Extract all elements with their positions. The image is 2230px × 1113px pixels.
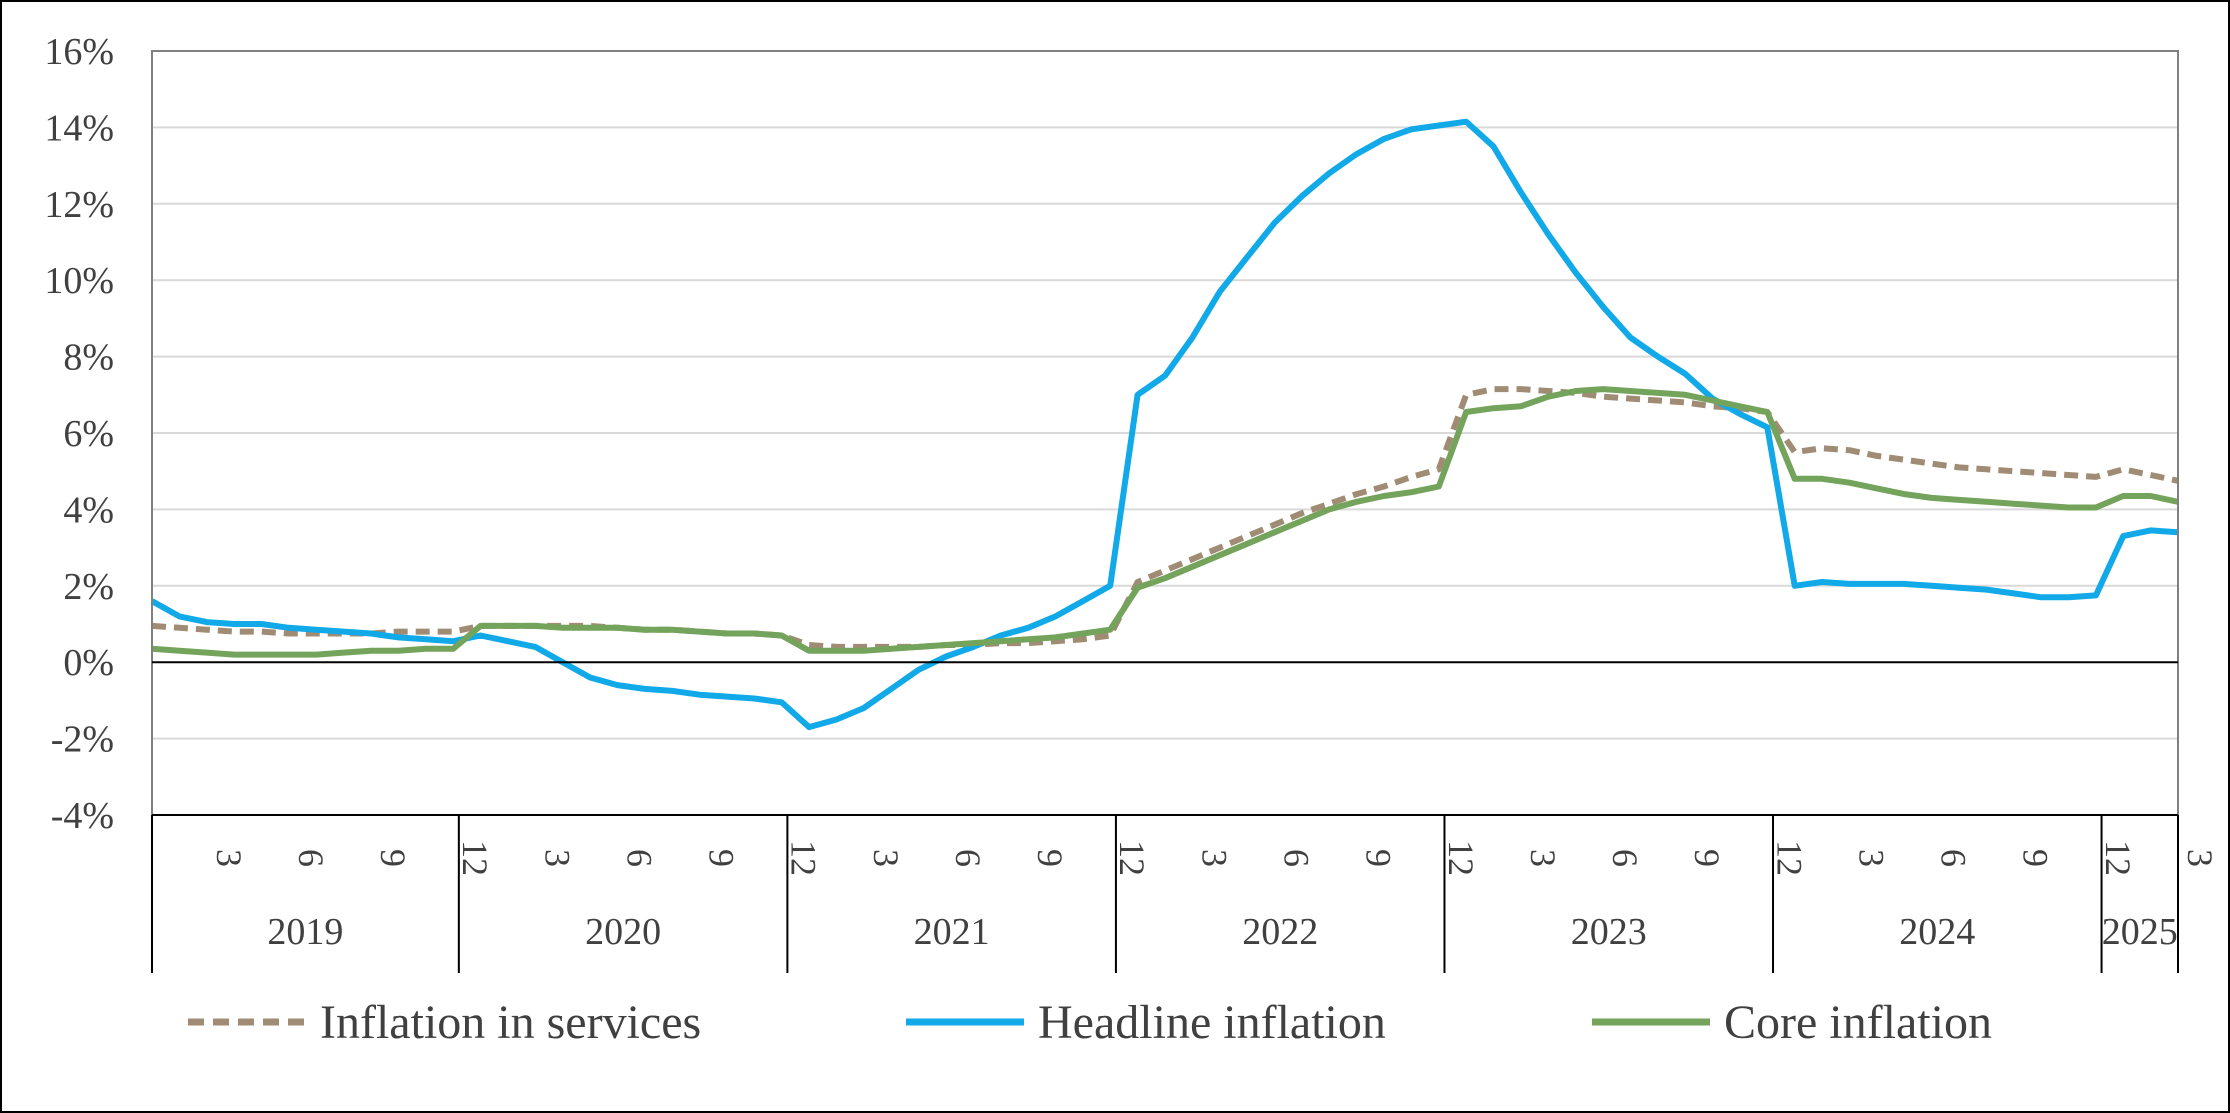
month-tick-label: 12 — [1112, 840, 1152, 876]
series-lines — [150, 118, 2179, 731]
month-tick-label: 12 — [1441, 840, 1481, 876]
month-tick-label: 3 — [537, 849, 577, 867]
month-tick-label: 3 — [2180, 849, 2220, 867]
y-tick-label: 16% — [44, 31, 114, 73]
y-tick-label: 14% — [44, 107, 114, 149]
month-tick-label: 9 — [1030, 849, 1070, 867]
month-tick-label: 9 — [373, 849, 413, 867]
month-tick-label: 12 — [784, 840, 824, 876]
month-tick-label: 6 — [1277, 849, 1317, 867]
month-tick-label: 6 — [948, 849, 988, 867]
y-tick-label: 8% — [63, 337, 114, 379]
month-tick-label: 6 — [1605, 849, 1645, 867]
month-tick-label: 3 — [1523, 849, 1563, 867]
year-label: 2020 — [585, 911, 661, 953]
month-tick-label: 6 — [291, 849, 331, 867]
y-tick-label: -2% — [51, 719, 114, 761]
y-tick-label: 10% — [44, 260, 114, 302]
y-tick-label: 4% — [63, 489, 114, 531]
y-tick-label: -4% — [51, 795, 114, 837]
y-tick-label: 12% — [44, 184, 114, 226]
month-tick-label: 12 — [455, 840, 495, 876]
year-label: 2024 — [1899, 911, 1975, 953]
legend: Inflation in services Headline inflation C… — [188, 996, 1992, 1049]
month-tick-label: 12 — [1769, 840, 1809, 876]
y-tick-label: 0% — [63, 642, 114, 684]
month-tick-label: 3 — [1194, 849, 1234, 867]
series-line-headline-inflation — [150, 118, 2179, 731]
year-label: 2025 — [2102, 911, 2178, 953]
month-tick-label: 9 — [2016, 849, 2056, 867]
series-line-core-inflation — [151, 386, 2179, 658]
month-tick-label: 6 — [1934, 849, 1974, 867]
month-tick-label: 12 — [2098, 840, 2138, 876]
month-tick-label: 6 — [619, 849, 659, 867]
month-tick-label: 3 — [209, 849, 249, 867]
month-tick-label: 9 — [1687, 849, 1727, 867]
month-tick-label: 3 — [1851, 849, 1891, 867]
legend-label: Core inflation — [1724, 996, 1992, 1049]
year-label: 2023 — [1571, 911, 1647, 953]
year-label: 2019 — [267, 911, 343, 953]
legend-label: Headline inflation — [1038, 996, 1386, 1049]
y-tick-label: 2% — [63, 566, 114, 608]
month-tick-label: 9 — [702, 849, 742, 867]
y-tick-label: 6% — [63, 413, 114, 455]
year-label: 2022 — [1242, 911, 1318, 953]
legend-label: Inflation in services — [320, 996, 701, 1049]
month-tick-label: 3 — [866, 849, 906, 867]
axes: -4% -2% 0% 2% 4% 6% 8% 10% 12% 14% 16% 2019 2020 2021… — [44, 31, 2220, 973]
year-label: 2021 — [914, 911, 990, 953]
month-tick-label: 9 — [1359, 849, 1399, 867]
